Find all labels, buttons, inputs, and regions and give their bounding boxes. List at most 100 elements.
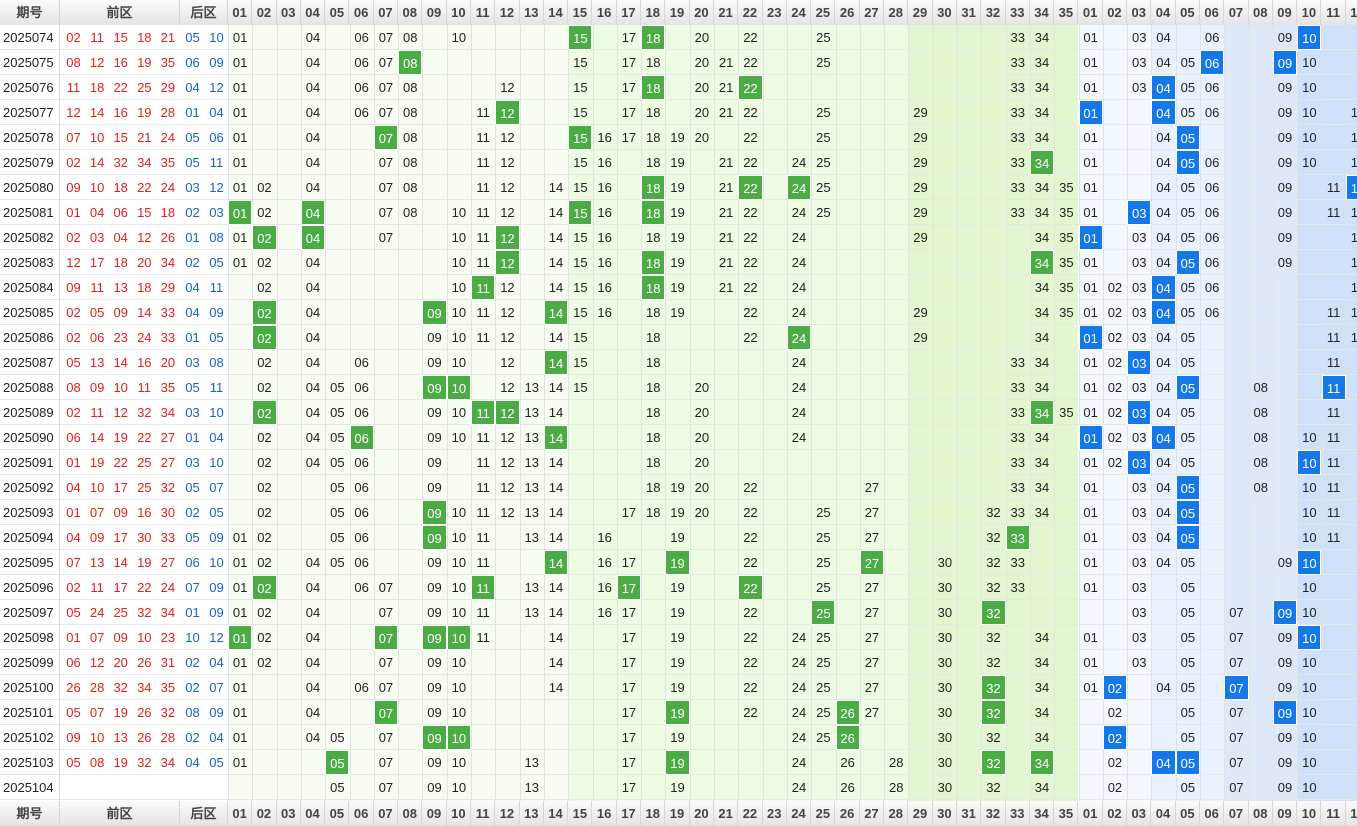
- front-number-cell: 17: [616, 550, 642, 575]
- front-number-cell: 14: [543, 575, 569, 600]
- front-number-cell: 19: [665, 250, 690, 275]
- front-number-cell: 22: [738, 50, 763, 75]
- grid-line: [519, 25, 521, 801]
- front-number-cell: 34: [1029, 500, 1055, 525]
- front-draw-number: 19: [137, 55, 152, 70]
- zone-background: [568, 25, 909, 801]
- front-number-cell: 04: [300, 575, 326, 600]
- header-front-number: 20: [690, 801, 714, 826]
- front-number-cell: 07: [373, 750, 399, 775]
- front-hit-cell: 24: [786, 325, 812, 350]
- front-hit-cell: 27: [859, 550, 885, 575]
- front-draw-number: 14: [89, 430, 105, 445]
- front-draw-number: 16: [113, 105, 128, 120]
- back-draw-number: 07: [185, 580, 200, 595]
- header-front-number: 35: [1054, 801, 1079, 826]
- front-number-cell: 22: [738, 650, 763, 675]
- header-back-number: 08: [1249, 801, 1273, 826]
- issue-number: 2025090: [0, 425, 60, 450]
- front-draw-number: 18: [113, 255, 128, 270]
- front-number-cell: 15: [568, 100, 593, 125]
- front-number-cell: 04: [300, 625, 326, 650]
- back-draw-number: 11: [209, 155, 224, 170]
- front-draw-number: 19: [113, 755, 128, 770]
- front-hit-cell: 18: [641, 175, 666, 200]
- front-number-cell: 30: [932, 650, 957, 675]
- back-hit-cell: 05: [1175, 125, 1200, 150]
- front-number-cell: 18: [641, 375, 666, 400]
- front-hit-cell: 18: [641, 250, 666, 275]
- front-number-cell: 09: [422, 675, 447, 700]
- front-number-cell: 17: [616, 75, 642, 100]
- front-number-cell: 22: [738, 700, 763, 725]
- front-number-cell: 09: [422, 600, 447, 625]
- grid-line: [1054, 25, 1056, 801]
- back-draw-number: 03: [185, 455, 200, 470]
- back-number-cell: 06: [1200, 25, 1225, 50]
- back-draw-number: 08: [209, 230, 224, 245]
- front-number-cell: 33: [1005, 575, 1030, 600]
- back-draw-number: 03: [185, 355, 200, 370]
- back-draw-number: 02: [185, 255, 200, 270]
- back-draw-number: 04: [209, 105, 224, 120]
- front-number-cell: 18: [641, 500, 666, 525]
- front-hit-cell: 06: [349, 425, 374, 450]
- header-row: 期号 前区 后区 01 02 03 04 05 06 07 08 09 10 11 12 13 14 15 1…: [0, 0, 1357, 25]
- issue-number: 2025093: [0, 500, 60, 525]
- front-number-cell: 11: [471, 425, 496, 450]
- table-row: [0, 100, 1357, 125]
- front-draw-number: 25: [113, 605, 128, 620]
- grid-line: [300, 25, 302, 801]
- front-number-cell: 12: [495, 500, 520, 525]
- front-number-cell: 34: [1029, 175, 1055, 200]
- front-number-cell: 33: [1005, 200, 1030, 225]
- front-draw-number: 11: [90, 280, 104, 295]
- front-number-cell: 14: [543, 500, 569, 525]
- front-number-cell: 33: [1005, 150, 1030, 175]
- back-draw-number: 04: [185, 755, 200, 770]
- front-number-cell: 17: [616, 650, 642, 675]
- front-hit-cell: 02: [252, 400, 277, 425]
- back-number-cell: 09: [1272, 675, 1298, 700]
- back-number-cell: 11: [1321, 200, 1346, 225]
- front-hit-cell: 26: [835, 725, 860, 750]
- front-number-cell: 04: [300, 25, 326, 50]
- back-number-cell: 05: [1175, 275, 1200, 300]
- front-number-cell: 25: [811, 575, 836, 600]
- front-hit-cell: 10: [446, 725, 471, 750]
- front-number-cell: 04: [300, 100, 326, 125]
- back-number-cell: 01: [1078, 525, 1103, 550]
- footer-row: 期号 前区 后区 01 02 03 04 05 06 07 08 09 10 11 12 13 14 15 1…: [0, 801, 1357, 826]
- front-draw-number: 29: [160, 280, 176, 295]
- front-number-cell: 10: [446, 275, 471, 300]
- front-draw-number: 21: [160, 30, 176, 45]
- front-number-cell: 16: [592, 200, 617, 225]
- back-number-cell: 03: [1127, 600, 1152, 625]
- back-number-cell: 05: [1175, 200, 1200, 225]
- back-number-cell: 12: [1345, 125, 1357, 150]
- header-front-number: 25: [811, 0, 836, 25]
- back-hit-cell: 12: [1345, 175, 1357, 200]
- front-number-cell: 24: [786, 425, 812, 450]
- front-draw-number: 07: [66, 130, 81, 145]
- front-number-cell: 05: [325, 475, 350, 500]
- back-number-cell: 07: [1224, 625, 1249, 650]
- front-draw-number: 13: [89, 355, 105, 370]
- back-draw-number: 11: [209, 280, 224, 295]
- front-number-cell: 04: [300, 650, 326, 675]
- back-number-cell: 10: [1297, 425, 1322, 450]
- back-number-cell: 06: [1200, 175, 1225, 200]
- header-front-number: 24: [787, 0, 812, 25]
- header-back-number: 02: [1103, 801, 1128, 826]
- front-number-cell: 17: [616, 675, 642, 700]
- back-number-cell: 03: [1127, 475, 1152, 500]
- front-number-cell: 25: [811, 100, 836, 125]
- front-number-cell: 24: [786, 725, 812, 750]
- back-number-cell: 01: [1078, 650, 1103, 675]
- front-draw-number: 18: [137, 30, 152, 45]
- grid-line: [714, 25, 715, 801]
- back-number-cell: 10: [1297, 600, 1322, 625]
- front-hit-cell: 09: [422, 625, 447, 650]
- front-number-cell: 05: [325, 450, 350, 475]
- header-back-number: 11: [1322, 0, 1346, 25]
